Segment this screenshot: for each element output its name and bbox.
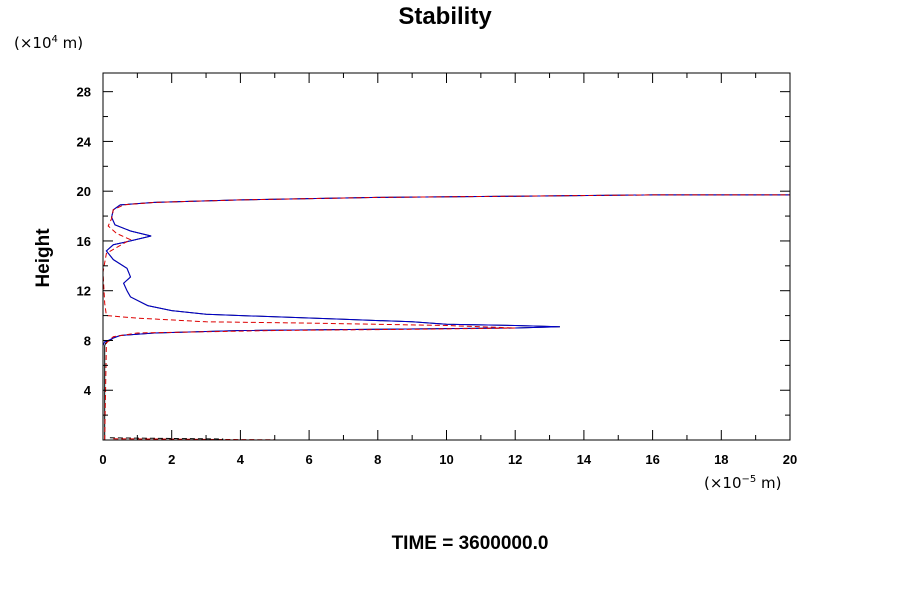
x-tick-label: 2 xyxy=(168,452,175,467)
series-layer xyxy=(102,73,790,441)
time-label: TIME = 3600000.0 xyxy=(392,533,549,554)
series-line-5 xyxy=(113,438,275,441)
x-tick-label: 18 xyxy=(714,452,728,467)
y-tick-label: 24 xyxy=(77,134,92,149)
plot-frame xyxy=(102,72,791,441)
x-tick-label: 14 xyxy=(577,452,592,467)
x-tick-label: 6 xyxy=(305,452,312,467)
y-tick-label: 8 xyxy=(84,333,91,348)
y-unit-label: (×104 m) xyxy=(14,34,83,52)
x-tick-label: 20 xyxy=(783,452,797,467)
y-tick-label: 28 xyxy=(77,85,91,100)
x-tick-label: 0 xyxy=(99,452,106,467)
series-line-4 xyxy=(102,194,790,441)
x-unit-label: (×10−5 m) xyxy=(704,474,782,492)
x-tick-label: 4 xyxy=(237,452,245,467)
y-tick-label: 16 xyxy=(77,234,91,249)
y-tick-label: 20 xyxy=(77,184,91,199)
y-tick-label: 12 xyxy=(77,284,91,299)
chart-title: Stability xyxy=(398,3,492,30)
series-line-2 xyxy=(102,194,790,440)
series-line-1 xyxy=(104,194,790,440)
x-tick-label: 12 xyxy=(508,452,522,467)
x-tick-label: 8 xyxy=(374,452,381,467)
y-axis-label: Height xyxy=(33,228,54,288)
y-tick-label: 4 xyxy=(84,383,92,398)
series-line-6 xyxy=(109,437,224,440)
x-tick-label: 16 xyxy=(645,452,659,467)
x-tick-label: 10 xyxy=(439,452,453,467)
